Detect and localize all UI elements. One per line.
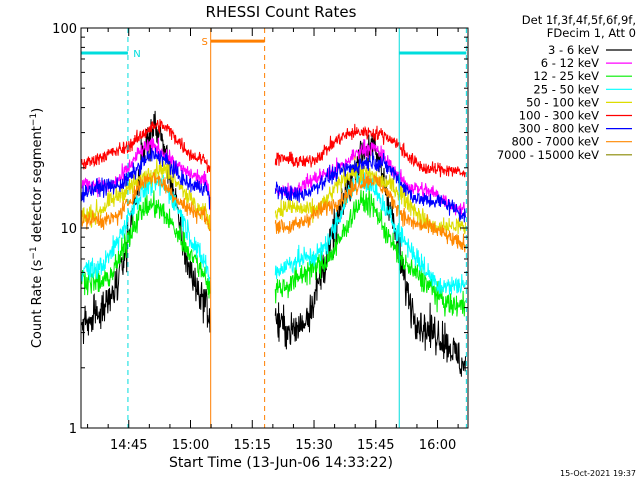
x-tick-label-6: 16:00: [419, 438, 456, 453]
y-tick-label-2: 10: [60, 222, 77, 237]
axis-layer: 14:45 15:00 15:15 15:30 15:45 16:00 1 10 100: [52, 22, 468, 453]
series-line-2-segment-1: [81, 137, 211, 211]
y-axis-label-main: Count Rate (s: [30, 259, 45, 348]
x-axis-label: Start Time (13-Jun-06 14:33:22): [169, 455, 393, 471]
y-axis-label-end: ): [30, 108, 45, 113]
legend-label-3: 12 - 25 keV: [533, 69, 599, 83]
legend-label-1: 3 - 6 keV: [548, 43, 599, 57]
x-tick-label-3: 15:15: [234, 438, 271, 453]
series-line-5-segment-1: [81, 158, 211, 232]
series-line-7-segment-2: [274, 152, 466, 223]
x-tick-label-5: 15:45: [357, 438, 394, 453]
x-tick-label-4: 15:30: [295, 438, 332, 453]
legend-label-9: 7000 - 15000 keV: [497, 148, 599, 162]
series-line-6-segment-1: [81, 119, 211, 173]
legend-header-line-1: Det 1f,3f,4f,5f,6f,9f,: [522, 13, 636, 27]
legend-label-5: 50 - 100 keV: [526, 95, 599, 109]
legend-label-7: 300 - 800 keV: [519, 122, 599, 136]
series-line-3-segment-2: [274, 186, 466, 317]
flag-S-label: S: [202, 37, 208, 48]
x-tick-label-1: 14:45: [110, 438, 147, 453]
legend-label-4: 25 - 50 keV: [533, 82, 599, 96]
y-axis-label-mid: detector segment: [30, 126, 45, 246]
y-axis-label-sup2: −1: [29, 113, 39, 126]
series-line-6-segment-2: [274, 123, 466, 178]
series-line-2-segment-2: [274, 139, 466, 216]
legend-label-6: 100 - 300 keV: [519, 109, 599, 123]
series-line-7-segment-1: [81, 147, 211, 210]
chart-title: RHESSI Count Rates: [206, 3, 357, 21]
series-line-3-segment-1: [81, 188, 211, 299]
series-line-8-segment-2: [274, 172, 466, 253]
y-axis-label: Count Rate (s−1 detector segment−1): [29, 108, 45, 348]
x-tick-label-2: 15:00: [172, 438, 209, 453]
series-line-8-segment-1: [81, 172, 211, 231]
legend-label-2: 6 - 12 keV: [541, 56, 599, 70]
series-line-4-segment-1: [81, 171, 211, 282]
legend-label-8: 800 - 7000 keV: [511, 135, 599, 149]
y-axis-label-sup1: −1: [29, 246, 39, 259]
flag-N-label: N: [133, 49, 140, 60]
series-layer: [81, 110, 466, 377]
plot-frame: [80, 27, 469, 429]
legend: Det 1f,3f,4f,5f,6f,9f, FDecim 1, Att 0 3…: [497, 13, 636, 162]
series-line-1-segment-2: [274, 133, 466, 377]
footer-timestamp: 15-Oct-2021 19:37: [560, 469, 636, 478]
y-tick-label-1: 1: [69, 422, 77, 437]
legend-header-line-2: FDecim 1, Att 0: [547, 26, 636, 40]
y-tick-label-3: 100: [52, 22, 77, 37]
flag-layer: NS: [80, 28, 467, 428]
